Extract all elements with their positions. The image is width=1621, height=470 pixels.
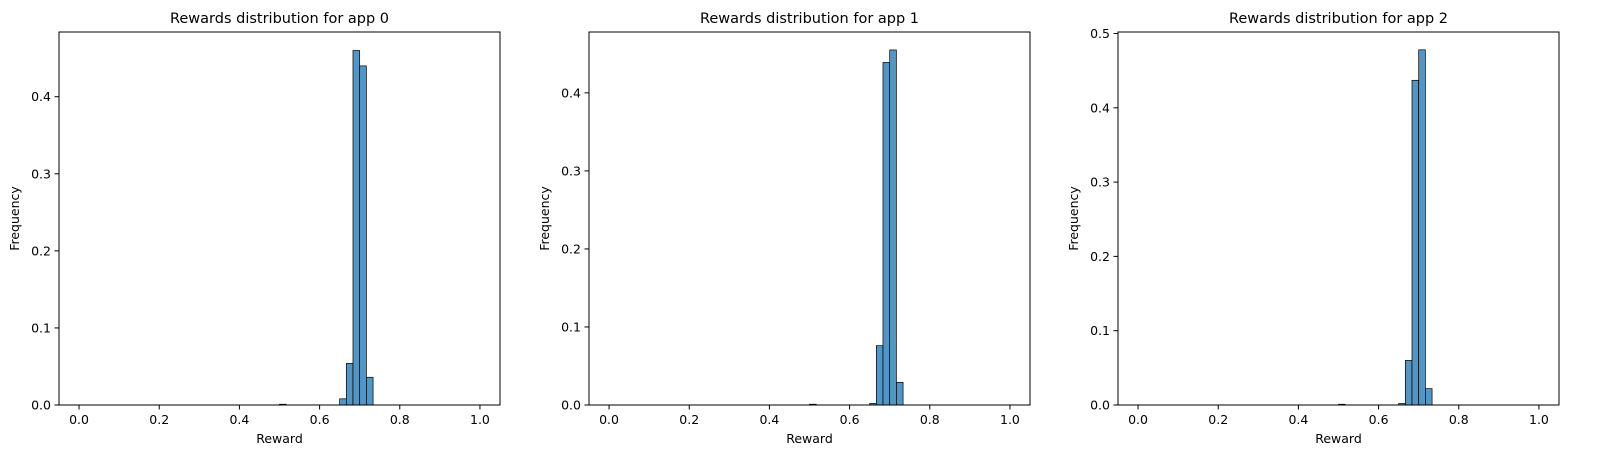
y-tick-label: 0.0 [31,398,51,413]
y-tick-label: 0.2 [561,241,581,256]
chart-panel-1: 0.0 0.2 0.4 0.6 0.8 1.0 0.0 0.1 0.2 0.3 0.4 Rewards… [537,11,1031,446]
histogram-bar [875,345,884,406]
y-tick-label: 0.3 [31,166,51,181]
chart-panel-2: 0.0 0.2 0.4 0.6 0.8 1.0 0.0 0.1 0.2 0.3 0.4 0.5 Rewa… [1066,11,1560,446]
x-tick-label: 1.0 [470,412,490,427]
histogram-bar [889,49,897,406]
histogram-bar [1411,79,1420,406]
x-tick-label: 0.4 [229,412,249,427]
histogram-bar [345,363,354,406]
y-tick-label: 0.1 [31,320,51,335]
x-tick-label: 1.0 [1529,412,1549,427]
x-tick-label: 0.6 [310,412,330,427]
histogram-bar [366,376,374,406]
chart-title: Rewards distribution for app 2 [1229,11,1448,27]
y-tick-label: 0.2 [1090,249,1110,264]
x-tick-label: 0.0 [1128,412,1148,427]
x-tick-label: 0.8 [390,412,410,427]
x-tick-label: 0.2 [1208,412,1228,427]
y-tick-label: 0.4 [561,85,581,100]
histogram-bar [1404,360,1413,406]
y-tick-label: 0.2 [31,243,51,258]
axes-frame [588,31,1031,406]
x-tick-label: 0.6 [840,412,860,427]
chart-title: Rewards distribution for app 1 [700,11,919,27]
x-tick-label: 0.2 [149,412,169,427]
y-axis-label: Frequency [537,186,552,251]
y-tick-label: 0.1 [561,319,581,334]
x-tick-label: 0.2 [679,412,699,427]
y-tick-label: 0.1 [1090,323,1110,338]
histogram-bar [1425,388,1433,406]
y-tick-label: 0.4 [31,89,51,104]
x-tick-label: 0.6 [1369,412,1389,427]
histogram-bar [352,50,361,406]
histogram-bar [339,398,347,406]
chart-panel-0: 0.0 0.2 0.4 0.6 0.8 1.0 0.0 0.1 0.2 0.3 0.4 Rewards… [7,11,501,446]
x-tick-label: 0.4 [759,412,779,427]
y-axis-label: Frequency [7,186,22,251]
x-axis-label: Reward [1315,431,1362,446]
axes-frame [1117,31,1560,406]
chart-title: Rewards distribution for app 0 [170,11,389,27]
histogram-bar [896,382,904,406]
x-tick-label: 0.8 [1449,412,1469,427]
histogram-bar [359,65,367,406]
axes-frame [58,31,501,406]
x-tick-label: 0.0 [599,412,619,427]
y-axis-label: Frequency [1066,186,1081,251]
y-tick-label: 0.3 [561,163,581,178]
x-tick-label: 0.0 [69,412,89,427]
y-tick-label: 0.0 [1090,398,1110,413]
x-tick-label: 0.8 [920,412,940,427]
histogram-bar [1418,49,1426,406]
x-axis-label: Reward [786,431,833,446]
x-tick-label: 1.0 [1000,412,1020,427]
x-tick-label: 0.4 [1288,412,1308,427]
y-tick-label: 0.4 [1090,100,1110,115]
y-tick-label: 0.0 [561,398,581,413]
x-axis-label: Reward [256,431,303,446]
histogram-bar [882,62,891,406]
y-tick-label: 0.5 [1090,26,1110,41]
y-tick-label: 0.3 [1090,175,1110,190]
